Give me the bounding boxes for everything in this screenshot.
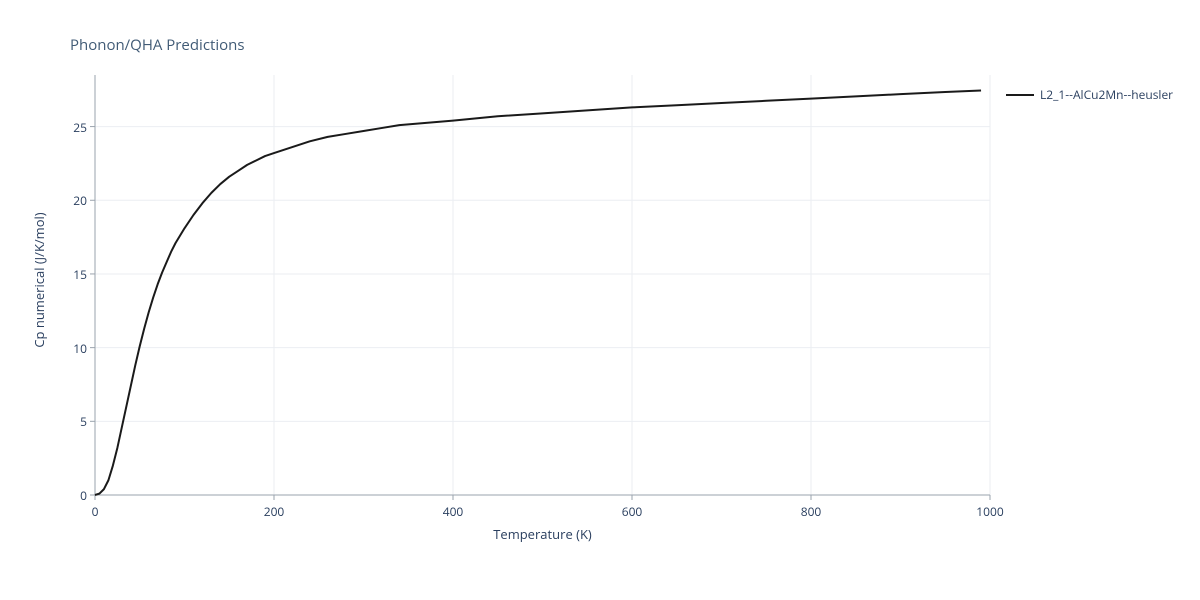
y-tick-label: 15	[55, 266, 87, 283]
x-axis-label: Temperature (K)	[95, 525, 990, 543]
y-tick-label: 25	[55, 119, 87, 136]
chart-title: Phonon/QHA Predictions	[70, 35, 245, 55]
y-tick-label: 20	[55, 192, 87, 209]
y-axis-label: Cp numerical (J/K/mol)	[30, 180, 48, 380]
y-tick-label: 10	[55, 340, 87, 357]
x-tick-label: 0	[75, 503, 115, 520]
x-tick-label: 200	[254, 503, 294, 520]
legend[interactable]: L2_1--AlCu2Mn--heusler	[1006, 86, 1173, 103]
chart-container: { "chart": { "type": "line", "title": "P…	[0, 0, 1200, 600]
x-tick-label: 800	[791, 503, 831, 520]
y-tick-label: 0	[55, 487, 87, 504]
x-tick-label: 1000	[970, 503, 1010, 520]
plot-area[interactable]	[95, 75, 990, 495]
legend-label: L2_1--AlCu2Mn--heusler	[1040, 86, 1173, 103]
x-tick-label: 400	[433, 503, 473, 520]
x-tick-label: 600	[612, 503, 652, 520]
legend-line-icon	[1006, 94, 1034, 96]
y-tick-label: 5	[55, 413, 87, 430]
